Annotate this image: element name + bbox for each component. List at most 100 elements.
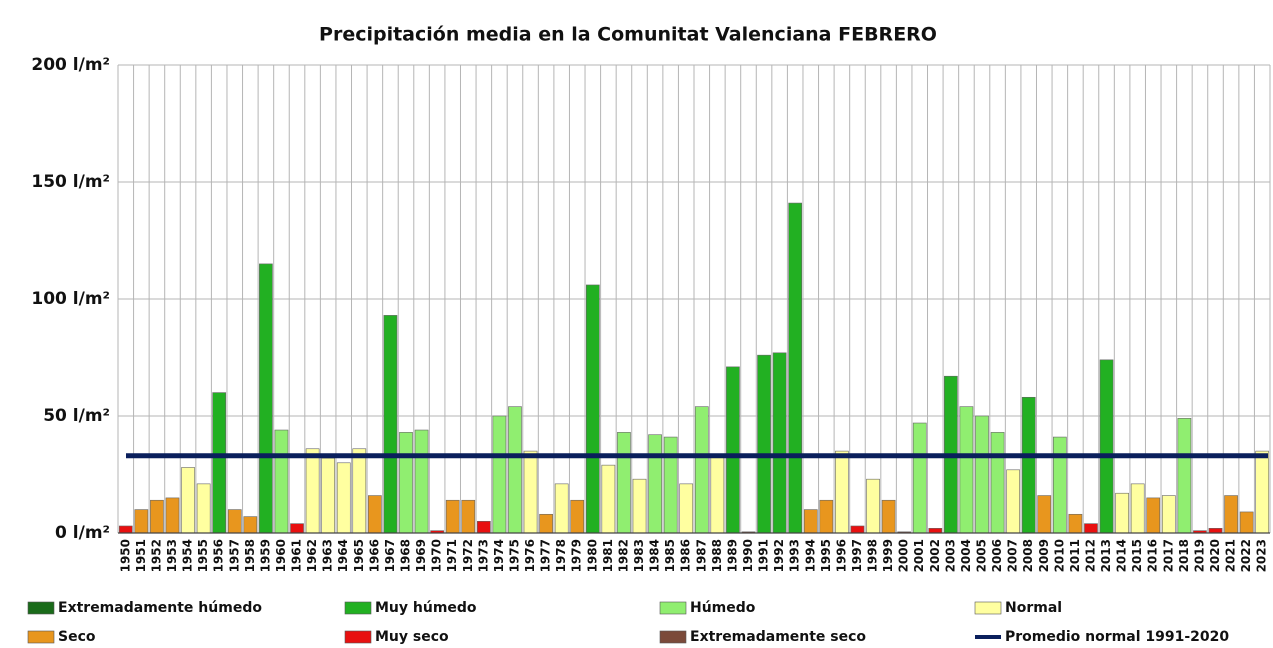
legend-label: Muy seco (375, 629, 449, 645)
x-tick-label: 1974 (492, 539, 506, 572)
bar (1224, 495, 1238, 534)
x-tick-label: 1954 (181, 539, 195, 572)
x-tick-label: 1980 (585, 539, 599, 572)
x-tick-label: 2005 (975, 539, 989, 572)
x-tick-label: 2007 (1006, 539, 1020, 572)
x-tick-label: 1950 (118, 539, 132, 572)
bar (290, 523, 304, 534)
bar (181, 467, 195, 534)
bar (679, 483, 694, 534)
legend-label: Extremadamente seco (690, 629, 866, 645)
x-tick-label: 2015 (1130, 539, 1144, 572)
bar (1021, 396, 1036, 534)
x-tick-label: 1988 (710, 539, 724, 572)
x-tick-label: 1997 (850, 539, 864, 572)
x-tick-label: 1968 (399, 539, 413, 572)
bar (1130, 483, 1145, 534)
x-tick-label: 1978 (554, 539, 568, 572)
bar (212, 392, 227, 534)
x-tick-label: 1983 (632, 539, 646, 572)
bar (570, 499, 585, 534)
legend-label: Muy húmedo (375, 600, 477, 616)
x-tick-label: 1958 (243, 539, 257, 572)
bar (492, 415, 507, 534)
bar (321, 457, 336, 534)
bar (554, 483, 569, 534)
bar (959, 406, 974, 534)
bar (134, 509, 149, 534)
bar (975, 415, 989, 534)
x-tick-label: 2008 (1021, 539, 1035, 572)
x-tick-label: 1970 (430, 539, 444, 572)
bar (336, 462, 351, 534)
x-tick-label: 1992 (772, 539, 786, 572)
x-tick-label: 1993 (788, 539, 802, 572)
x-tick-label: 1976 (523, 539, 537, 572)
bar (866, 478, 880, 534)
x-tick-label: 2009 (1037, 539, 1051, 572)
legend-swatch (344, 601, 372, 615)
legend-swatch (344, 630, 372, 644)
x-tick-label: 1955 (196, 539, 210, 572)
x-tick-label: 2019 (1192, 539, 1206, 572)
x-tick-label: 1961 (290, 539, 304, 572)
x-tick-label: 2006 (990, 539, 1004, 572)
x-tick-label: 1960 (274, 539, 288, 572)
x-tick-label: 2010 (1052, 539, 1066, 572)
bar (1084, 523, 1098, 534)
x-tick-label: 1952 (149, 539, 163, 572)
x-tick-label: 2018 (1177, 539, 1191, 572)
x-tick-label: 2000 (897, 539, 911, 572)
x-tick-label: 1999 (881, 539, 895, 572)
bar (694, 406, 709, 534)
x-tick-label: 1969 (414, 539, 428, 572)
x-tick-label: 1965 (352, 539, 366, 572)
bar (1037, 495, 1052, 534)
x-tick-label: 1963 (321, 539, 335, 572)
x-tick-label: 2011 (1068, 539, 1082, 572)
bar (819, 499, 834, 534)
bar (757, 354, 771, 534)
bar (1006, 469, 1020, 534)
x-tick-label: 2001 (912, 539, 926, 572)
bar (772, 352, 787, 534)
x-tick-label: 1986 (679, 539, 693, 572)
bar (461, 499, 476, 534)
legend-swatch (27, 630, 55, 644)
bar (165, 497, 180, 534)
x-tick-label: 1977 (539, 539, 553, 572)
bar (585, 284, 600, 534)
x-tick-label: 2021 (1224, 539, 1238, 572)
bar (414, 429, 429, 534)
x-tick-label: 1998 (866, 539, 880, 572)
x-tick-label: 1987 (694, 539, 708, 572)
bar (1177, 418, 1192, 534)
y-tick-label: 100 l/m² (31, 289, 110, 309)
bar (803, 509, 818, 534)
legend-label: Húmedo (690, 600, 756, 616)
x-tick-label: 1966 (367, 539, 381, 572)
x-tick-label: 1956 (212, 539, 226, 572)
x-tick-label: 1989 (725, 539, 739, 572)
bar (399, 432, 413, 534)
bar (383, 315, 398, 534)
y-tick-label: 50 l/m² (43, 406, 110, 426)
x-tick-label: 2012 (1083, 539, 1097, 572)
x-tick-label: 2016 (1146, 539, 1160, 572)
x-tick-label: 1985 (663, 539, 677, 572)
x-tick-label: 2022 (1239, 539, 1253, 572)
x-tick-label: 1994 (803, 539, 817, 572)
legend-label: Promedio normal 1991-2020 (1005, 629, 1229, 645)
bar (523, 450, 538, 534)
x-tick-label: 2013 (1099, 539, 1113, 572)
bar (227, 509, 242, 534)
y-tick-label: 200 l/m² (31, 55, 110, 75)
x-tick-label: 1981 (601, 539, 615, 572)
x-tick-label: 1996 (834, 539, 848, 572)
bar (1161, 495, 1176, 534)
x-tick-label: 1951 (134, 539, 148, 572)
x-tick-label: 1967 (383, 539, 397, 572)
x-tick-label: 2002 (928, 539, 942, 572)
